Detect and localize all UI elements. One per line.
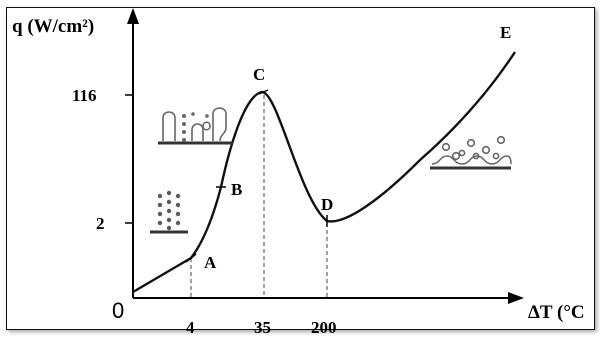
boiling-curve-line bbox=[132, 51, 517, 294]
point-marker-a bbox=[185, 253, 197, 263]
point-marker-c bbox=[258, 89, 269, 95]
point-label-a: A bbox=[204, 253, 217, 272]
point-label-d: D bbox=[321, 195, 333, 214]
y-axis-arrow bbox=[127, 8, 139, 24]
x-axis-arrow bbox=[508, 292, 524, 304]
film-boiling-illustration bbox=[430, 135, 512, 170]
point-label-e: E bbox=[500, 23, 511, 42]
x-axis-title: ΔT (°C bbox=[528, 302, 585, 323]
y-tick-label-116: 116 bbox=[72, 86, 97, 105]
x-tick-label-200: 200 bbox=[311, 318, 337, 337]
y-tick-label-2: 2 bbox=[96, 214, 105, 233]
y-axis-title: q (W/cm²) bbox=[12, 16, 94, 37]
x-tick-label-35: 35 bbox=[254, 318, 271, 337]
isolated-bubbles-illustration bbox=[150, 190, 188, 234]
bubble-columns-illustration bbox=[158, 107, 233, 145]
x-tick-label-4: 4 bbox=[186, 318, 195, 337]
point-label-b: B bbox=[231, 180, 242, 199]
origin-label: 0 bbox=[112, 298, 124, 323]
point-label-c: C bbox=[253, 65, 265, 84]
